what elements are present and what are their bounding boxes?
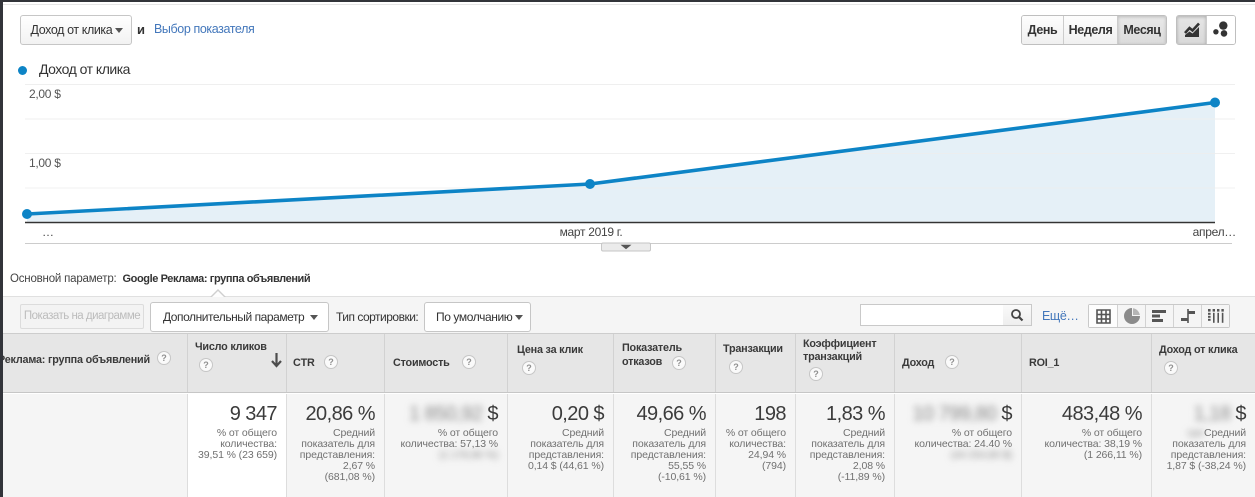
svg-text:апрел…: апрел… bbox=[1193, 225, 1236, 239]
svg-text:1,00 $: 1,00 $ bbox=[29, 156, 61, 170]
svg-text:март 2019 г.: март 2019 г. bbox=[560, 225, 623, 239]
svg-text:…: … bbox=[42, 225, 54, 239]
svg-text:2,00 $: 2,00 $ bbox=[29, 87, 61, 101]
